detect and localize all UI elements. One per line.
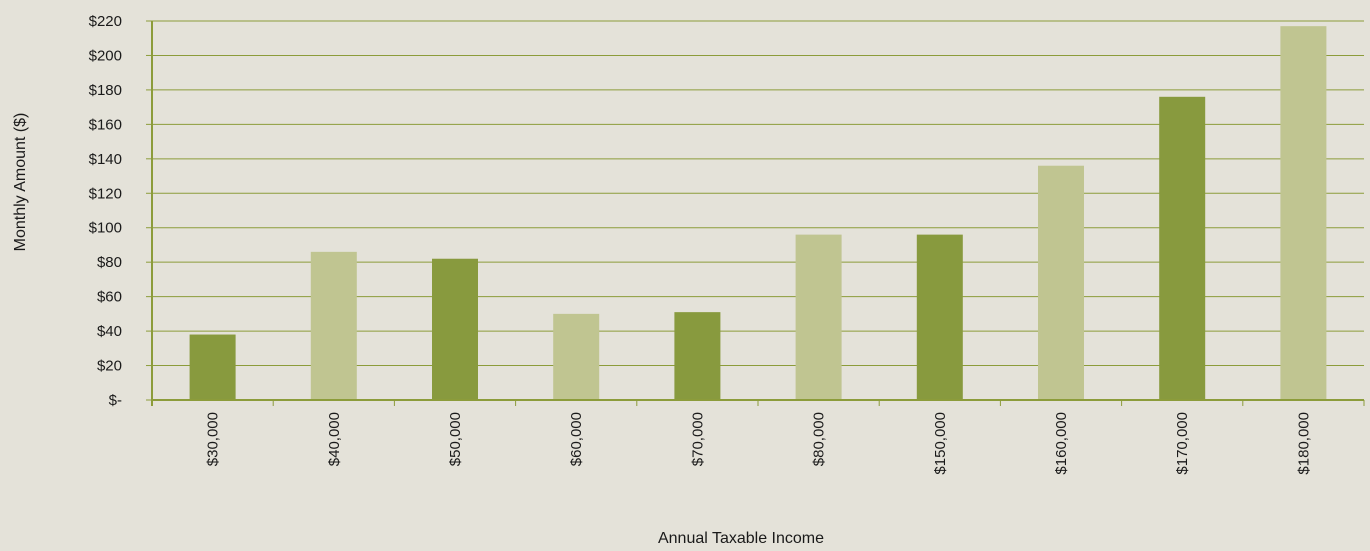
bar xyxy=(432,258,478,400)
y-tick-label: $220 xyxy=(89,13,122,30)
y-tick-labels: $- $20 $40 $60 $80 $100 $120 $140 $160 $180 $200 $2… xyxy=(89,13,122,409)
y-axis-title: Monthly Amount ($) xyxy=(12,113,29,252)
x-tick-label: $30,000 xyxy=(205,412,222,466)
bar xyxy=(1159,96,1206,401)
x-tick-label: $60,000 xyxy=(568,412,585,466)
bar xyxy=(553,313,600,400)
y-tick-label: $60 xyxy=(97,289,122,306)
y-tick-label: $20 xyxy=(97,358,122,375)
bar xyxy=(795,234,842,400)
x-tick-label: $40,000 xyxy=(326,412,343,466)
x-tick-label: $180,000 xyxy=(1295,412,1312,475)
x-tick-label: $150,000 xyxy=(932,412,949,475)
y-tick-label: $80 xyxy=(97,254,122,271)
bar xyxy=(674,312,721,400)
y-tick-label: $160 xyxy=(89,116,122,133)
y-tick-label: $140 xyxy=(89,151,122,168)
y-tick-label: $- xyxy=(109,392,122,409)
bar xyxy=(1038,165,1084,400)
x-tick-label: $50,000 xyxy=(447,412,464,466)
x-tick-label: $70,000 xyxy=(689,412,706,466)
x-axis-title: Annual Taxable Income xyxy=(658,530,824,547)
x-tick-labels: $30,000 $40,000 $50,000 $60,000 $70,000 $80,0… xyxy=(205,412,1313,475)
y-tick-label: $120 xyxy=(89,185,122,202)
bar xyxy=(916,234,963,400)
y-tick-label: $200 xyxy=(89,47,122,64)
bar xyxy=(1280,26,1327,400)
bars-group xyxy=(189,26,1327,401)
x-tick-label: $80,000 xyxy=(811,412,828,466)
bar xyxy=(189,334,236,400)
y-tick-label: $180 xyxy=(89,82,122,99)
y-tick-label: $40 xyxy=(97,323,122,340)
bar xyxy=(310,251,357,400)
axes-group xyxy=(146,20,1365,406)
x-tick-label: $160,000 xyxy=(1053,412,1070,475)
y-tick-label: $100 xyxy=(89,220,122,237)
x-tick-label: $170,000 xyxy=(1174,412,1191,475)
